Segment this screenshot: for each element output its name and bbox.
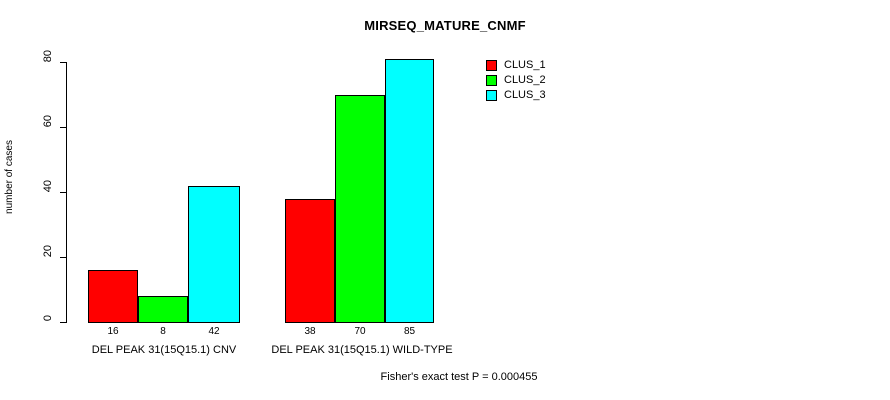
- bar-group1-clus3: [188, 186, 240, 323]
- legend-item-clus2: CLUS_2: [486, 73, 546, 88]
- bar-group2-clus3: [385, 59, 434, 323]
- y-axis-label-0: 0: [42, 315, 54, 322]
- y-axis-label-20: 20: [42, 245, 54, 258]
- y-axis-line: [66, 62, 67, 323]
- bar-value-group1-clus2: 8: [160, 326, 166, 337]
- group-label-cnv: DEL PEAK 31(15Q15.1) CNV: [91, 344, 237, 356]
- legend-item-clus3: CLUS_3: [486, 88, 546, 103]
- y-axis-tick-20: [60, 257, 66, 258]
- legend-swatch-clus1: [486, 60, 497, 71]
- bar-group1-clus2: [138, 296, 188, 323]
- y-axis-label-60: 60: [42, 115, 54, 128]
- y-axis-tick-40: [60, 192, 66, 193]
- bar-group2-clus1: [285, 199, 335, 323]
- y-axis-tick-80: [60, 62, 66, 63]
- bar-value-group2-clus1: 38: [304, 326, 316, 337]
- legend-swatch-clus3: [486, 90, 497, 101]
- statistical-test-text: Fisher's exact test P = 0.000455: [380, 371, 538, 383]
- bar-group1-clus1: [88, 270, 138, 323]
- bar-value-group1-clus1: 16: [107, 326, 119, 337]
- y-axis-tick-60: [60, 127, 66, 128]
- y-axis-label-40: 40: [42, 180, 54, 193]
- y-axis-label-80: 80: [42, 50, 54, 63]
- bar-value-group1-clus3: 42: [208, 326, 220, 337]
- bar-group2-clus2: [335, 95, 385, 323]
- bar-value-group2-clus3: 85: [403, 326, 416, 337]
- legend-label-clus1: CLUS_1: [504, 59, 546, 71]
- legend-item-clus1: CLUS_1: [486, 58, 546, 73]
- legend-swatch-clus2: [486, 75, 497, 86]
- legend: CLUS_1 CLUS_2 CLUS_3: [486, 58, 546, 103]
- statistical-test-annotation: Fisher's exact test P = 0.000455: [0, 371, 890, 383]
- y-axis-title: number of cases: [4, 140, 15, 214]
- bar-value-group2-clus2: 70: [354, 326, 366, 337]
- y-axis-tick-0: [60, 322, 66, 323]
- legend-label-clus3: CLUS_3: [504, 89, 546, 101]
- chart-title: MIRSEQ_MATURE_CNMF: [364, 18, 526, 33]
- legend-label-clus2: CLUS_2: [504, 74, 546, 86]
- group-label-wildtype: DEL PEAK 31(15Q15.1) WILD-TYPE: [271, 344, 453, 356]
